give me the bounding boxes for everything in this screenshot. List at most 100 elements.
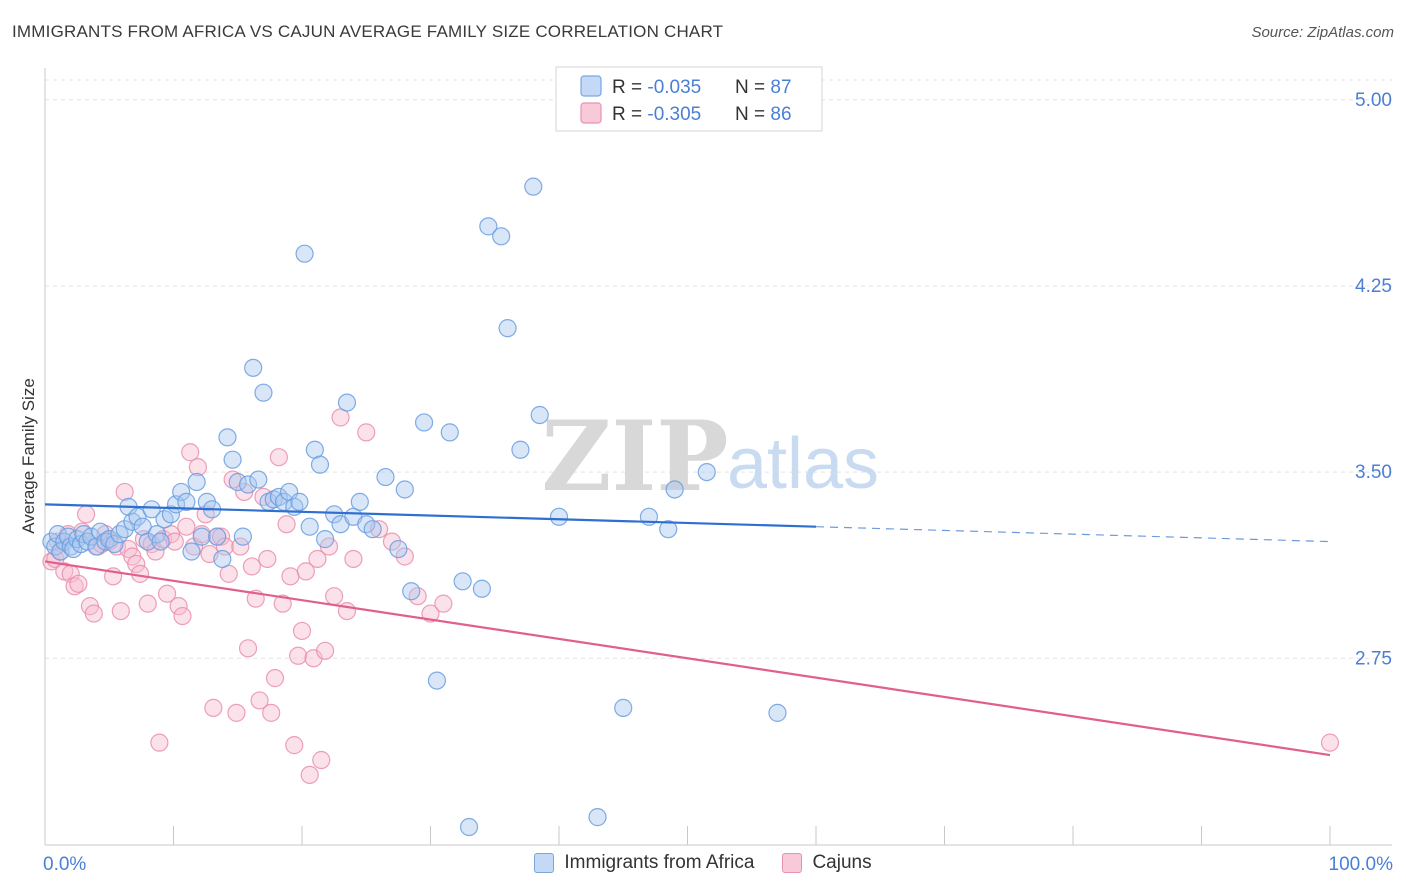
cajuns-point	[150, 733, 169, 752]
cajuns-point	[238, 639, 258, 658]
cajuns-point	[325, 587, 344, 606]
legend-n-label: N =	[735, 104, 770, 125]
legend-item-cajuns: Cajuns	[782, 852, 872, 874]
watermark-zip: ZIP	[541, 400, 728, 513]
africa-trend-extension	[815, 526, 1331, 543]
trend-lines	[44, 503, 1331, 757]
legend-swatch-cajuns	[580, 102, 602, 124]
legend-r-label: R =	[612, 77, 647, 98]
africa-point	[389, 539, 408, 559]
axes	[44, 68, 1392, 846]
africa-point	[350, 492, 369, 511]
cajuns-trend-line	[44, 560, 1331, 757]
africa-point	[172, 482, 191, 502]
legend-box: R = -0.035 N = 87 R = -0.305 N = 86	[555, 66, 823, 132]
africa-point	[82, 527, 101, 546]
africa-point	[192, 527, 211, 546]
cajuns-point	[395, 547, 414, 566]
cajuns-point	[1320, 733, 1340, 752]
africa-point	[511, 440, 530, 459]
africa-point	[768, 703, 787, 722]
cajuns-point	[242, 557, 261, 576]
cajuns-point	[115, 482, 134, 502]
africa-point	[177, 492, 196, 511]
cajuns-point	[165, 532, 184, 551]
africa-point	[233, 527, 252, 546]
africa-point	[238, 475, 258, 494]
cajuns-point	[300, 765, 319, 785]
y-axis-label: Average Family Size	[19, 378, 38, 534]
africa-point	[310, 455, 330, 474]
africa-point	[402, 582, 421, 601]
legend-item-africa: Immigrants from Africa	[534, 852, 754, 874]
y-tick-label: 3.50	[1355, 462, 1392, 483]
africa-point	[492, 227, 511, 246]
legend-stats-cajuns: R = -0.305 N = 86	[612, 104, 792, 125]
cajuns-point	[262, 703, 281, 722]
cajuns-point	[344, 549, 363, 569]
africa-point	[453, 572, 472, 591]
cajuns-point	[111, 601, 130, 621]
watermark: ZIP atlas	[541, 400, 879, 513]
cajuns-point	[204, 698, 223, 717]
africa-point	[665, 480, 684, 499]
cajuns-point	[188, 458, 208, 477]
africa-point	[115, 520, 134, 539]
cajuns-point	[289, 646, 308, 665]
cajuns-point	[138, 594, 157, 613]
cajuns-point	[382, 532, 402, 551]
legend-n-label: N =	[735, 77, 770, 98]
legend-r-value: -0.035	[647, 77, 701, 98]
africa-point	[479, 217, 498, 236]
africa-point	[244, 358, 263, 377]
africa-point	[549, 507, 569, 526]
africa-point	[588, 808, 607, 827]
africa-point	[440, 423, 459, 442]
africa-point	[290, 492, 309, 511]
watermark-atlas: atlas	[727, 424, 879, 504]
africa-point	[427, 671, 447, 690]
cajuns-point	[250, 691, 269, 710]
chart-title: IMMIGRANTS FROM AFRICA VS CAJUN AVERAGE …	[12, 22, 724, 41]
cajuns-point	[281, 567, 300, 586]
africa-point	[524, 177, 543, 196]
cajuns-point	[357, 423, 376, 442]
cajuns-point	[308, 549, 327, 569]
africa-points	[42, 177, 787, 837]
x-tick-label-max: 100.0%	[1329, 854, 1394, 875]
y-tick-labels: 5.00 4.25 3.50 2.75	[1355, 90, 1392, 669]
cajuns-point	[277, 515, 296, 534]
bottom-legend: Immigrants from Africa Cajuns	[0, 852, 1406, 874]
legend-n-value: 86	[770, 104, 791, 125]
africa-point	[142, 500, 161, 519]
legend-swatch-cajuns	[782, 853, 803, 873]
africa-point	[110, 525, 129, 544]
cajuns-point	[434, 594, 453, 613]
africa-point	[316, 530, 335, 549]
africa-point	[254, 383, 273, 402]
africa-point	[295, 244, 314, 263]
cajuns-point	[169, 597, 188, 616]
legend-label-cajuns: Cajuns	[812, 852, 872, 873]
africa-point	[472, 579, 491, 598]
source-label: Source: ZipAtlas.com	[1251, 24, 1394, 41]
cajuns-point	[265, 669, 285, 688]
africa-point	[376, 467, 395, 487]
africa-point	[213, 549, 232, 569]
cajuns-point	[269, 448, 288, 467]
africa-point	[182, 542, 201, 561]
cajuns-point	[211, 527, 231, 546]
cajuns-point	[84, 604, 103, 623]
africa-point	[459, 817, 479, 837]
cajuns-point	[316, 641, 335, 660]
africa-point	[218, 428, 237, 447]
y-tick-label: 4.25	[1355, 276, 1392, 297]
africa-point	[151, 532, 170, 551]
africa-point	[128, 507, 147, 526]
cajuns-point	[292, 621, 312, 641]
africa-point	[161, 505, 181, 524]
africa-point	[414, 413, 434, 432]
cajuns-point	[312, 750, 331, 770]
y-tick-label: 2.75	[1355, 648, 1392, 669]
